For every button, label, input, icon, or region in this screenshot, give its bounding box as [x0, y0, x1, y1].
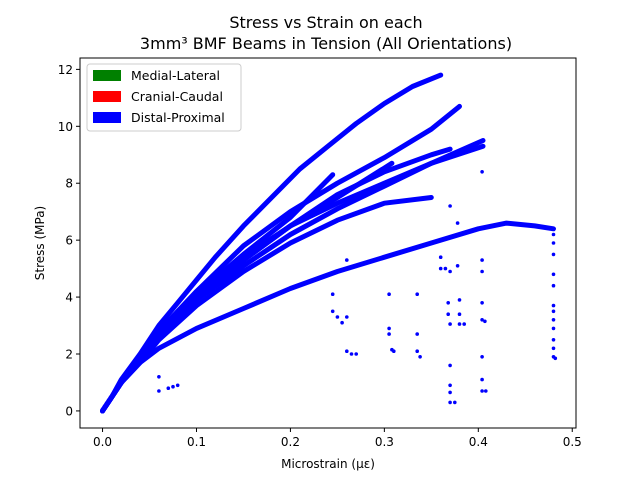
- scatter-point-51: [484, 389, 488, 393]
- scatter-point-41: [462, 322, 467, 326]
- scatter-point-47: [483, 319, 487, 324]
- scatter-point-55: [551, 272, 556, 277]
- scatter-point-37: [455, 264, 460, 268]
- scatter-point-58: [551, 309, 556, 314]
- x-axis-label: Microstrain (με): [281, 457, 375, 471]
- series-line-8: [100, 220, 556, 414]
- scatter-point-45: [480, 301, 484, 305]
- scatter-point-3: [171, 384, 175, 389]
- legend-swatch-cranial-caudal: [93, 91, 121, 102]
- y-axis-label: Stress (MPa): [33, 206, 47, 280]
- plot-frame: [79, 57, 577, 429]
- scatter-point-62: [551, 346, 556, 351]
- x-tick-label-3: 0.3: [375, 435, 394, 449]
- scatter-point-42: [480, 170, 484, 174]
- scatter-point-34: [448, 400, 452, 405]
- x-tick-label-4: 0.4: [469, 435, 488, 449]
- scatter-point-49: [480, 377, 484, 382]
- scatter-point-9: [340, 320, 344, 325]
- scatter-point-36: [455, 221, 460, 225]
- scatter-point-15: [387, 326, 391, 331]
- scatter-point-13: [354, 352, 359, 356]
- scatter-point-50: [480, 389, 484, 393]
- legend: Medial-Lateral Cranial-Caudal Distal-Pro…: [86, 63, 242, 132]
- legend-label-medial-lateral: Medial-Lateral: [131, 68, 220, 83]
- legend-label-distal-proximal: Distal-Proximal: [131, 110, 225, 125]
- scatter-point-64: [553, 356, 558, 361]
- scatter-point-43: [480, 258, 484, 262]
- chart-title-line-2: 3mm³ BMF Beams in Tension (All Orientati…: [140, 34, 512, 53]
- y-axis-ticks: 0 2 4 6 8 10 12: [58, 63, 80, 418]
- series-layer: [100, 72, 556, 414]
- scatter-point-46: [480, 318, 484, 322]
- y-tick-label-6: 12: [58, 63, 73, 77]
- x-tick-label-5: 0.5: [563, 435, 582, 449]
- scatter-point-21: [415, 349, 420, 354]
- scatter-point-4: [175, 383, 180, 388]
- x-tick-label-1: 0.1: [187, 435, 206, 449]
- x-tick-label-2: 0.2: [281, 435, 300, 449]
- legend-label-cranial-caudal: Cranial-Caudal: [131, 89, 223, 104]
- scatter-point-8: [345, 315, 349, 319]
- scatter-point-40: [457, 322, 462, 326]
- y-tick-label-5: 10: [58, 120, 73, 134]
- scatter-point-61: [551, 338, 556, 342]
- scatter-point-27: [448, 269, 452, 274]
- scatter-point-22: [418, 355, 422, 359]
- scatter-point-26: [448, 204, 452, 208]
- y-tick-label-1: 2: [65, 348, 73, 362]
- scatter-point-53: [551, 241, 556, 245]
- scatter-point-52: [551, 232, 556, 237]
- scatter-point-1: [157, 389, 161, 393]
- scatter-point-7: [335, 315, 340, 319]
- scatter-point-16: [387, 332, 391, 336]
- x-axis-ticks: 0.0 0.1 0.2 0.3 0.4 0.5: [93, 428, 582, 449]
- scatter-point-10: [345, 258, 349, 262]
- scatter-point-11: [345, 349, 349, 354]
- y-tick-label-2: 4: [65, 291, 73, 305]
- scatter-point-2: [166, 386, 171, 391]
- scatter-point-23: [438, 255, 443, 259]
- scatter-point-6: [330, 309, 335, 314]
- scatter-point-28: [446, 301, 451, 305]
- scatter-layer: [157, 170, 558, 405]
- scatter-point-24: [438, 266, 443, 271]
- legend-box: [86, 63, 242, 132]
- scatter-point-29: [446, 312, 451, 317]
- scatter-point-20: [415, 332, 420, 336]
- scatter-point-57: [551, 303, 556, 308]
- y-tick-label-3: 6: [65, 234, 73, 248]
- scatter-point-54: [551, 252, 556, 257]
- y-tick-label-4: 8: [65, 177, 73, 191]
- scatter-point-44: [480, 269, 484, 274]
- scatter-point-39: [457, 312, 462, 317]
- scatter-point-32: [448, 383, 452, 388]
- scatter-point-31: [448, 363, 452, 368]
- x-tick-label-0: 0.0: [93, 435, 112, 449]
- legend-swatch-distal-proximal: [93, 112, 121, 123]
- chart-title-line-1: Stress vs Strain on each: [229, 13, 422, 32]
- legend-swatch-medial-lateral: [93, 70, 121, 81]
- scatter-point-56: [551, 283, 556, 288]
- scatter-point-25: [443, 266, 448, 271]
- scatter-point-14: [387, 292, 391, 297]
- scatter-point-0: [157, 375, 161, 379]
- scatter-point-5: [330, 292, 335, 297]
- scatter-point-60: [551, 326, 556, 331]
- scatter-point-59: [551, 318, 556, 322]
- y-tick-label-0: 0: [65, 404, 73, 418]
- scatter-point-38: [457, 298, 462, 302]
- scatter-point-30: [448, 322, 452, 326]
- scatter-point-35: [453, 400, 457, 405]
- scatter-point-12: [349, 352, 354, 356]
- scatter-point-33: [448, 390, 452, 395]
- scatter-point-48: [480, 355, 484, 359]
- scatter-point-19: [415, 292, 420, 297]
- scatter-point-18: [392, 349, 396, 354]
